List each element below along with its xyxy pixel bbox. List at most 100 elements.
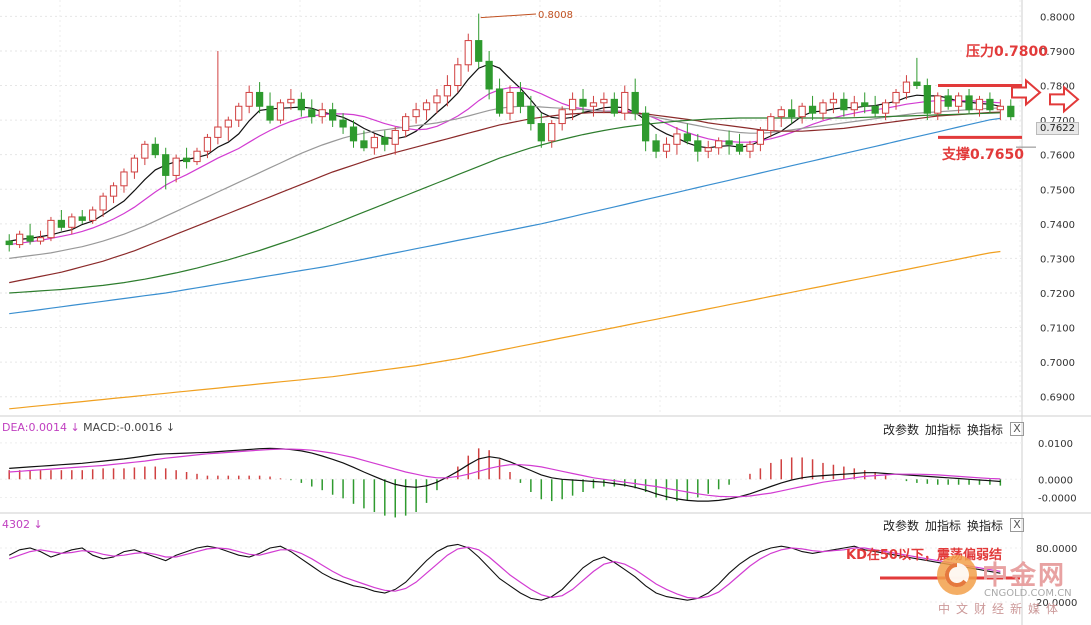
candle (892, 88, 900, 110)
candle (589, 95, 598, 117)
candle-body (777, 109, 785, 118)
kd-switch-indicator-button[interactable]: 换指标 (967, 519, 1004, 533)
resistance-annotation: 压力0.7800 (966, 44, 1049, 60)
candle (193, 147, 201, 166)
candle-body (704, 147, 712, 152)
kd-add-indicator-button[interactable]: 加指标 (925, 519, 962, 533)
candle (485, 50, 493, 100)
candle-body (683, 133, 691, 142)
candle-body (464, 40, 472, 66)
candle (360, 130, 368, 152)
candle-body (454, 64, 462, 87)
candle (287, 88, 295, 110)
candle (902, 75, 911, 100)
candle-body (495, 88, 504, 114)
candle-body (537, 123, 545, 142)
candle-body (861, 102, 869, 107)
candle-body (527, 105, 535, 125)
candle-body (986, 98, 994, 111)
y-tick-label: 0.7200 (1040, 289, 1075, 300)
candle (516, 82, 525, 114)
candle-body (422, 102, 431, 111)
candle (975, 95, 984, 117)
candle (109, 182, 118, 204)
candle-body (141, 143, 149, 159)
macd-y-tick-label: 0.0100 (1038, 439, 1073, 450)
y-tick-label: 0.7900 (1040, 47, 1075, 58)
candle (840, 92, 848, 117)
support-annotation: 支撑0.7650 (942, 147, 1025, 163)
candle (527, 95, 535, 131)
macd-add-indicator-button[interactable]: 加指标 (925, 423, 962, 437)
macd-panel (8, 447, 1002, 518)
candle (182, 147, 191, 169)
candle (715, 137, 723, 155)
candle (934, 92, 942, 121)
candle-body (829, 98, 838, 104)
candle-body (840, 98, 848, 111)
ma-line-ma30 (9, 111, 1001, 284)
macd-edit-params-button[interactable]: 改参数 (883, 423, 920, 437)
candle-body (516, 91, 525, 107)
candle-body (235, 105, 243, 121)
candle-body (433, 95, 441, 104)
candle (819, 99, 827, 121)
kd-edit-params-button[interactable]: 改参数 (883, 519, 920, 533)
candle-body (568, 98, 577, 111)
candle (954, 92, 963, 114)
macd-close-button[interactable]: X (1010, 422, 1024, 436)
candle (78, 210, 86, 224)
trend-arrow-icon (1049, 85, 1080, 114)
candle (996, 99, 1004, 121)
y-tick-label: 0.7000 (1040, 358, 1075, 369)
peak-label: 0.8008 (538, 10, 573, 21)
candle (266, 92, 274, 124)
candle (141, 140, 149, 166)
candle (548, 120, 556, 148)
macd-switch-indicator-button[interactable]: 换指标 (967, 423, 1004, 437)
candle-body (954, 95, 963, 107)
candle (725, 130, 733, 155)
candle-body (788, 109, 796, 118)
candle (318, 102, 326, 124)
candle (162, 147, 170, 190)
candle-body (78, 216, 86, 221)
candle-body (245, 91, 253, 107)
candle (47, 216, 55, 242)
trend-arrow-icon (1011, 78, 1042, 107)
candle (412, 102, 420, 124)
candle (235, 102, 243, 128)
candle (579, 88, 587, 114)
candle (464, 33, 472, 72)
current-price-value: 0.7622 (1040, 123, 1075, 134)
candle-body (255, 91, 264, 107)
current-price-label: 0.7622 (1036, 122, 1079, 135)
candle-body (99, 195, 107, 211)
candle (662, 137, 671, 159)
candle-body (370, 136, 379, 149)
candle-body (89, 209, 97, 221)
kd-close-button[interactable]: X (1010, 518, 1024, 532)
candle (57, 210, 66, 231)
candle-body (318, 109, 326, 118)
candle (881, 99, 890, 121)
candle (5, 234, 13, 252)
candle (339, 113, 347, 134)
candle (276, 99, 285, 124)
candle-body (631, 91, 639, 114)
candle (381, 130, 389, 152)
candle-body (798, 105, 806, 118)
candle (777, 106, 785, 128)
candle (26, 223, 34, 245)
macd-y-tick-label: 0.0000 (1038, 475, 1073, 486)
candle (89, 206, 97, 224)
candle-body (329, 109, 337, 121)
watermark-tagline: 中文财经新媒体 (938, 602, 1065, 616)
candle-body (934, 95, 942, 114)
candle-body (694, 140, 702, 152)
candle-body (756, 129, 765, 145)
macd-value: MACD:-0.0016 (83, 421, 163, 434)
annotation-layer (480, 13, 1080, 580)
ma-line-ma20 (9, 105, 1001, 259)
